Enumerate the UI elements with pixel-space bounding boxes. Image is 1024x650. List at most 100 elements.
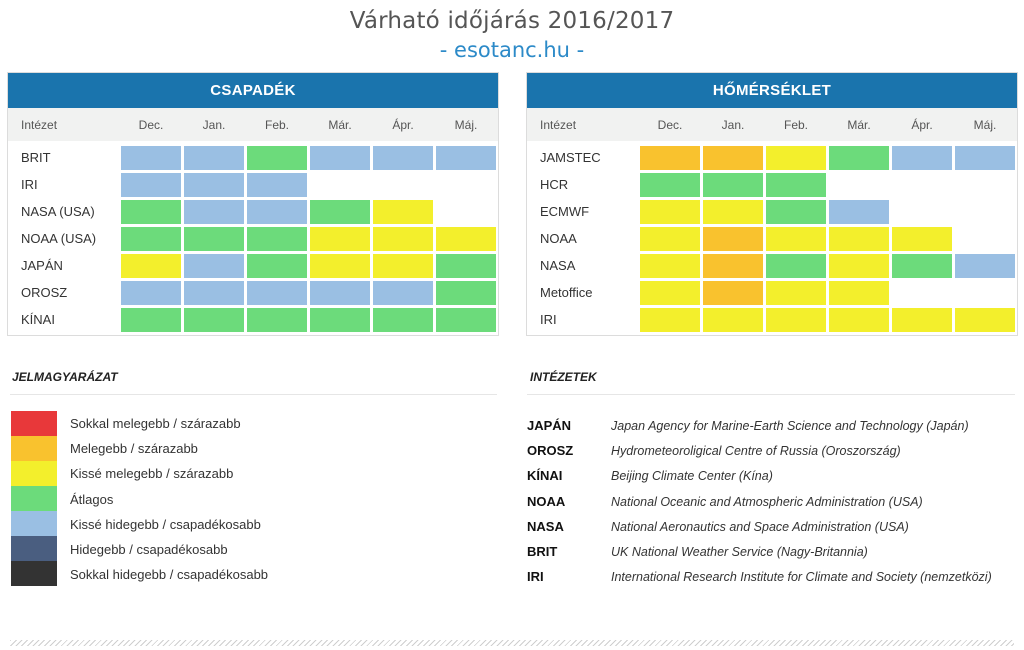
institute-label: JAMSTEC — [540, 150, 601, 165]
table-row: NASA — [527, 252, 1017, 279]
legend-swatch — [11, 536, 57, 561]
institute-full-name: Japan Agency for Marine-Earth Science an… — [611, 419, 969, 433]
month-header: Feb. — [783, 117, 808, 132]
precipitation-grid: BRIT IRI NASA (USA) NOAA (USA) JAPÁN OROSZ KÍN… — [8, 144, 498, 335]
forecast-cell — [310, 145, 370, 170]
forecast-cell — [184, 307, 244, 332]
forecast-cell — [892, 307, 952, 332]
institute-label: NOAA — [540, 231, 577, 246]
institute-label: IRI — [540, 312, 557, 327]
month-header: Feb. — [264, 117, 289, 132]
institute-full-name: National Oceanic and Atmospheric Adminis… — [611, 494, 923, 509]
table-row: IRI — [527, 306, 1017, 333]
forecast-cell — [247, 253, 307, 278]
forecast-cells — [640, 226, 1015, 251]
temperature-heading: HŐMÉRSÉKLET — [527, 73, 1017, 108]
page-title: Várható időjárás 2016/2017 — [349, 8, 675, 34]
forecast-cell — [436, 200, 496, 224]
institute-column-label: Intézet — [21, 117, 58, 132]
temperature-panel: HŐMÉRSÉKLET Intézet Dec. Jan. Feb. Már. Ápr.… — [526, 72, 1018, 336]
forecast-cell — [955, 253, 1015, 278]
precipitation-header-row: Intézet Dec. Jan. Feb. Már. Ápr. Máj. — [8, 108, 498, 141]
table-row: OROSZ — [8, 279, 498, 306]
forecast-cell — [121, 172, 181, 197]
table-row: JAMSTEC — [527, 144, 1017, 171]
table-row: JAPÁN — [8, 252, 498, 279]
forecast-cell — [829, 199, 889, 224]
forecast-cell — [121, 253, 181, 278]
forecast-cell — [310, 199, 370, 224]
forecast-cell — [247, 226, 307, 251]
forecast-cell — [703, 145, 763, 170]
forecast-cell — [373, 173, 433, 197]
forecast-cell — [436, 307, 496, 332]
forecast-cell — [310, 173, 370, 197]
institute-label: OROSZ — [21, 285, 68, 300]
forecast-cell — [184, 280, 244, 305]
forecast-cell — [766, 145, 826, 170]
forecast-cell — [640, 253, 700, 278]
forecast-cell — [892, 253, 952, 278]
forecast-cell — [373, 280, 433, 305]
forecast-cell — [436, 280, 496, 305]
forecast-cell — [184, 145, 244, 170]
legend-swatch — [11, 561, 57, 586]
forecast-cell — [640, 226, 700, 251]
month-header: Máj. — [454, 117, 478, 132]
forecast-cell — [829, 307, 889, 332]
legend-swatch — [11, 436, 57, 461]
forecast-cell — [184, 172, 244, 197]
table-row: IRI — [8, 171, 498, 198]
institute-label: BRIT — [21, 150, 51, 165]
forecast-cells — [121, 199, 496, 224]
legend-title: JELMAGYARÁZAT — [12, 370, 118, 384]
forecast-cell — [955, 200, 1015, 224]
forecast-cells — [121, 307, 496, 332]
month-header: Jan. — [202, 117, 226, 132]
precipitation-panel: CSAPADÉK Intézet Dec. Jan. Feb. Már. Ápr. Máj… — [7, 72, 499, 336]
forecast-cells — [121, 253, 496, 278]
institute-full-name: International Research Institute for Cli… — [611, 570, 992, 585]
forecast-cell — [703, 199, 763, 224]
legend-swatch — [11, 511, 57, 536]
forecast-cell — [766, 226, 826, 251]
table-row: Metoffice — [527, 279, 1017, 306]
forecast-cell — [310, 253, 370, 278]
forecast-cell — [703, 307, 763, 332]
forecast-cells — [640, 199, 1015, 224]
month-header: Már. — [847, 117, 871, 132]
footer-divider — [10, 640, 1014, 646]
legend-swatch — [11, 461, 57, 486]
institute-abbreviation: NASA — [527, 518, 564, 534]
forecast-cell — [247, 307, 307, 332]
forecast-cells — [640, 280, 1015, 305]
forecast-cell — [310, 307, 370, 332]
month-header: Jan. — [721, 117, 745, 132]
institute-abbreviation: OROSZ — [527, 443, 574, 459]
forecast-cell — [955, 227, 1015, 251]
table-row: ECMWF — [527, 198, 1017, 225]
month-header: Dec. — [138, 117, 164, 132]
forecast-cells — [640, 172, 1015, 197]
legend-label: Melegebb / szárazabb — [70, 441, 198, 457]
forecast-cell — [703, 253, 763, 278]
forecast-cell — [247, 280, 307, 305]
forecast-cell — [247, 172, 307, 197]
institute-full-name: Beijing Climate Center (Kína) — [611, 469, 773, 484]
forecast-cells — [640, 145, 1015, 170]
table-row: NOAA — [527, 225, 1017, 252]
forecast-cell — [121, 145, 181, 170]
page-subtitle: - esotanc.hu - — [439, 38, 585, 62]
institute-full-name: Hydrometeoroligical Centre of Russia (Or… — [611, 444, 901, 459]
forecast-cell — [955, 307, 1015, 332]
legend-swatch — [11, 411, 57, 436]
month-header: Dec. — [657, 117, 683, 132]
forecast-cell — [373, 307, 433, 332]
institute-label: KÍNAI — [21, 312, 55, 327]
institute-full-name: National Aeronautics and Space Administr… — [611, 519, 909, 534]
forecast-cell — [766, 307, 826, 332]
table-row: NOAA (USA) — [8, 225, 498, 252]
forecast-cell — [310, 280, 370, 305]
forecast-cells — [121, 280, 496, 305]
forecast-cell — [640, 145, 700, 170]
